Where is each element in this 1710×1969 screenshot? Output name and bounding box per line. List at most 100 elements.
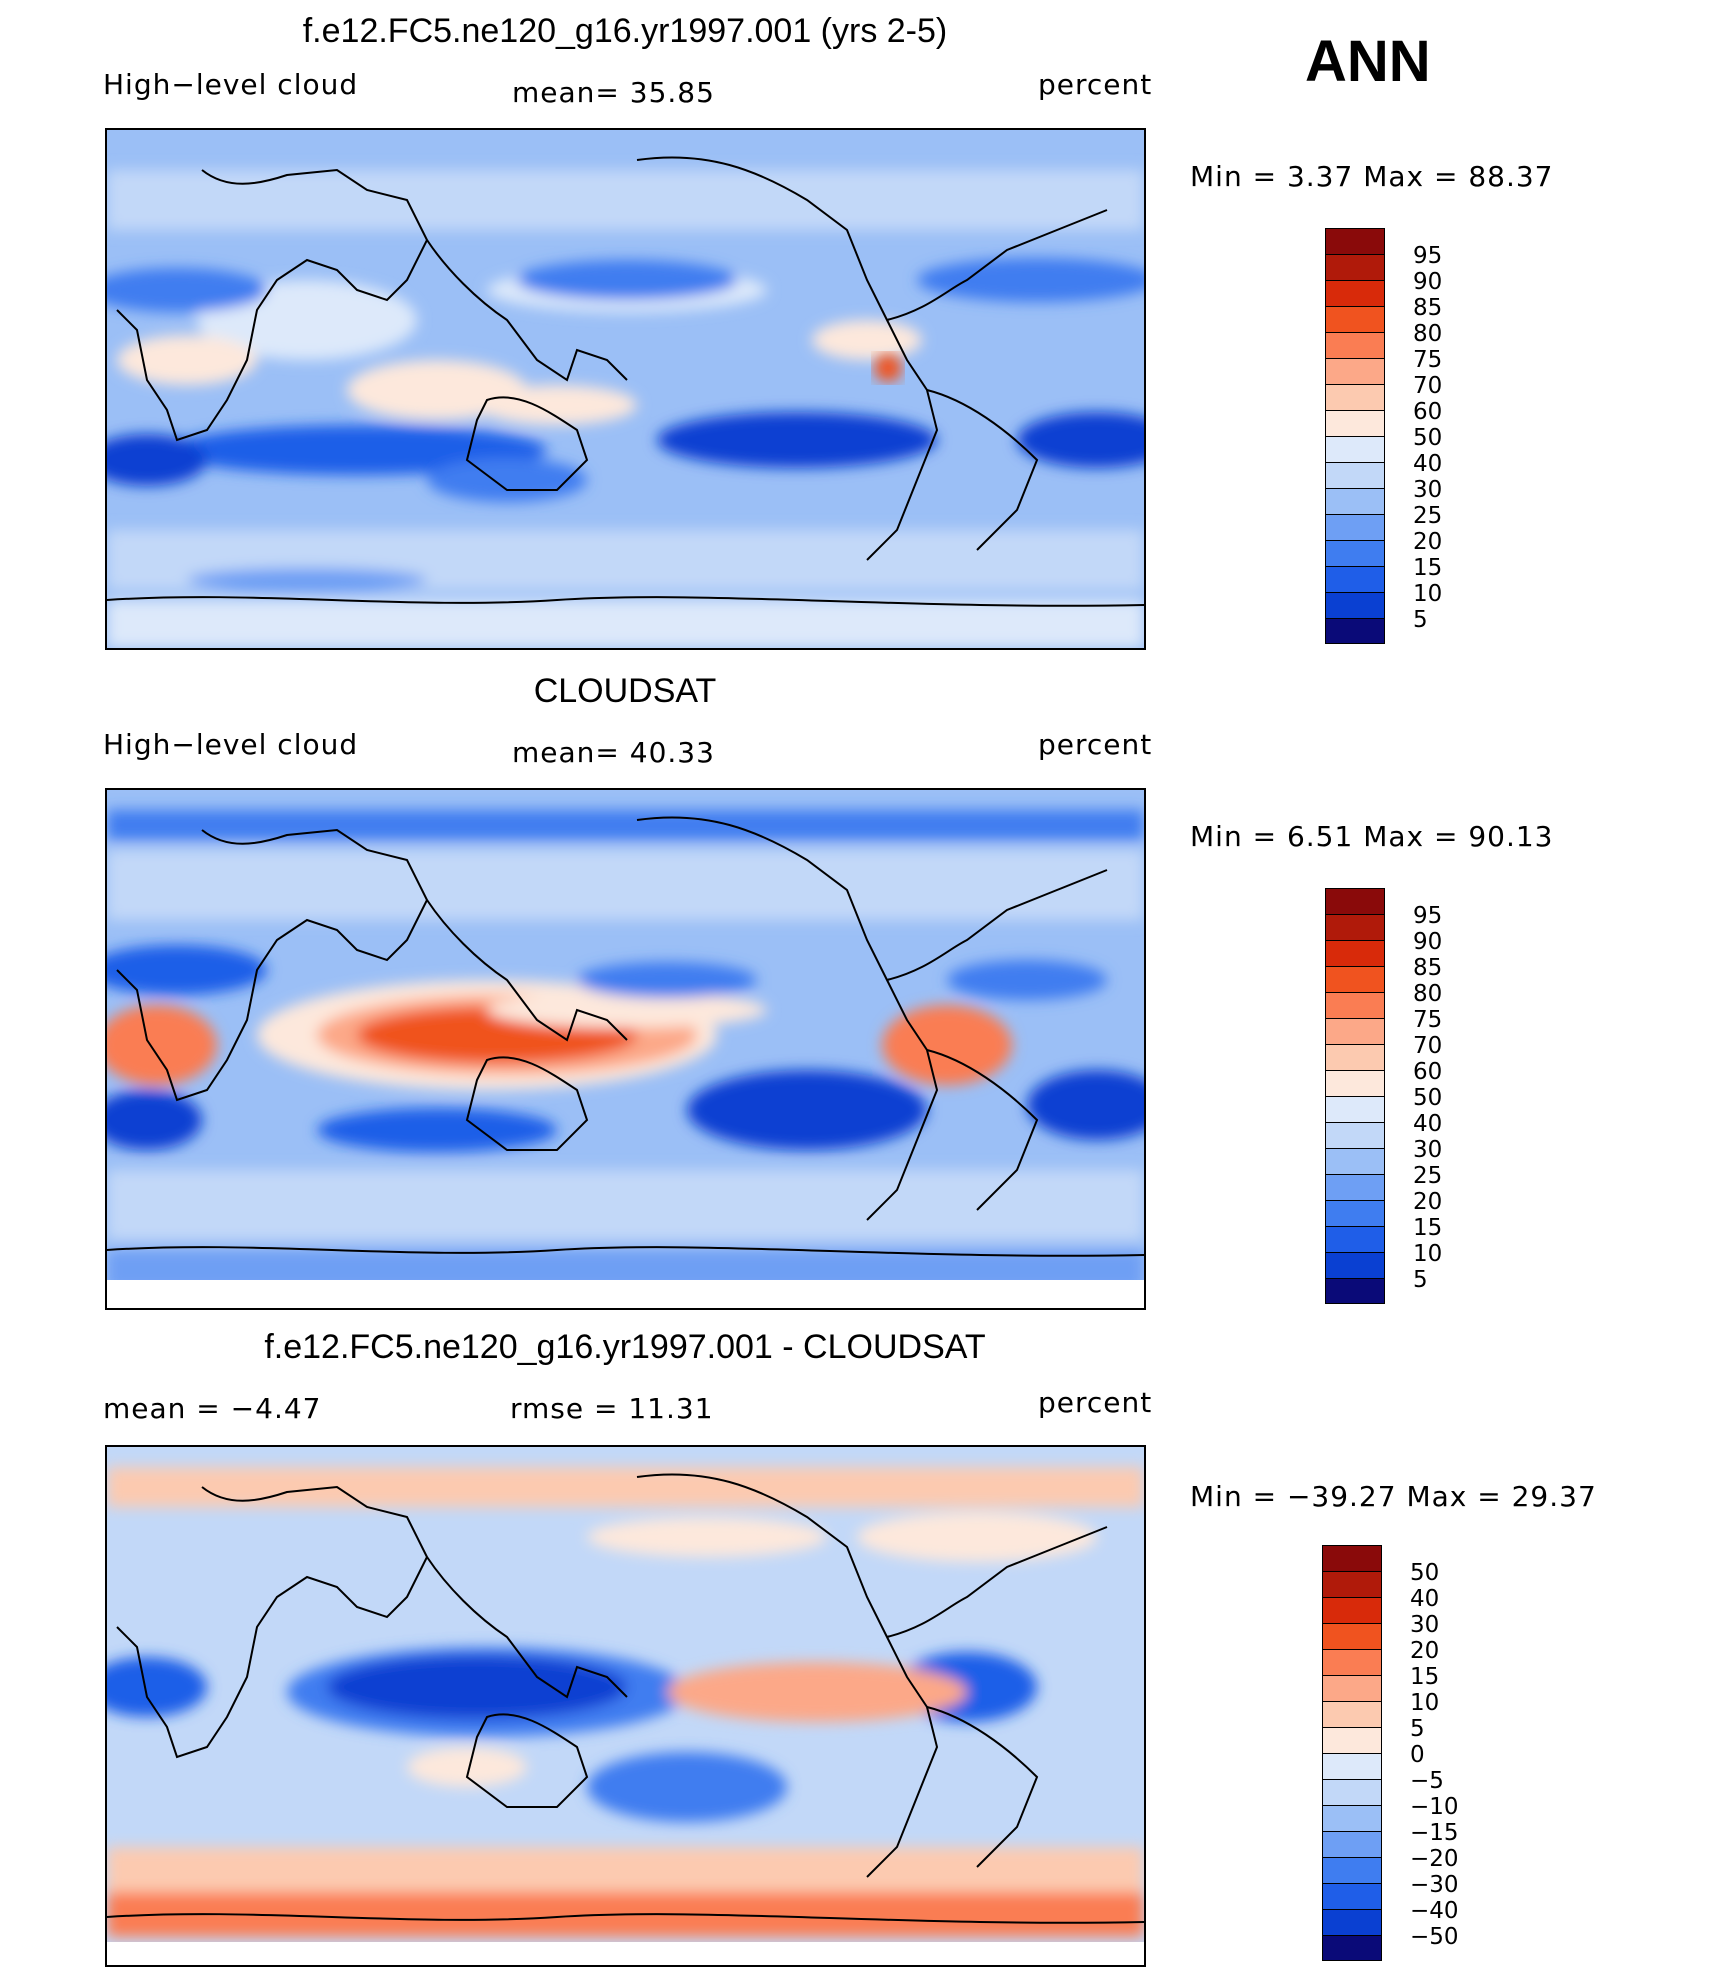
p2-cb-50 — [1325, 1070, 1385, 1096]
p2-cb-label: 5 — [1413, 1267, 1428, 1293]
panel1-units: percent — [1038, 68, 1153, 101]
p3-cb-label: 15 — [1410, 1664, 1440, 1690]
p2-cb-label: 15 — [1413, 1215, 1443, 1241]
p3-cb-label: −50 — [1410, 1924, 1459, 1950]
p1-coast-afeur — [116, 168, 429, 442]
p2-sio-blue — [317, 1108, 557, 1152]
p1-coast-ant — [107, 596, 1144, 607]
p3-cb-label: −30 — [1410, 1872, 1459, 1898]
p3-cb-label: 40 — [1410, 1586, 1440, 1612]
p1-cb-5 — [1325, 592, 1385, 618]
p3-cb-label: 5 — [1410, 1716, 1425, 1742]
p3-cb-m20 — [1322, 1857, 1382, 1883]
p2-itcz — [487, 992, 767, 1028]
p1-cb-label: 10 — [1413, 581, 1443, 607]
p1-cb-25 — [1325, 488, 1385, 514]
p2-safr-blue — [107, 1090, 202, 1150]
p3-coast-natl — [886, 1526, 1108, 1638]
p1-cb-80 — [1325, 306, 1385, 332]
p1-pac-warm — [477, 385, 637, 425]
p1-cb-label: 30 — [1413, 477, 1443, 503]
p3-coast-amer — [636, 1473, 939, 1878]
p1-aus-blue — [427, 458, 587, 502]
p1-cb-20 — [1325, 514, 1385, 540]
p3-coast-afeur — [116, 1485, 429, 1759]
p3-cb-label: −10 — [1410, 1794, 1459, 1820]
p3-cb-20 — [1322, 1623, 1382, 1649]
p3-nodata — [107, 1942, 1144, 1965]
p2-coast-natl — [886, 869, 1108, 981]
p2-cb-70 — [1325, 1018, 1385, 1044]
p1-cb-label: 40 — [1413, 451, 1443, 477]
p2-coast-asia — [426, 899, 628, 1042]
p3-coast-ant — [107, 1913, 1144, 1924]
p1-cb-60 — [1325, 384, 1385, 410]
p3-coast-sam — [926, 1706, 1039, 1868]
panel1-mean: mean= 35.85 — [512, 76, 715, 109]
panel2-map — [105, 788, 1146, 1310]
p1-cb-label: 70 — [1413, 373, 1443, 399]
p2-coastlines — [107, 816, 1144, 1257]
p3-wp-core — [327, 1655, 627, 1719]
p3-cb-30 — [1322, 1597, 1382, 1623]
panel2-mean: mean= 40.33 — [512, 736, 715, 769]
p2-sahara-blue — [107, 945, 267, 995]
p2-cb-80 — [1325, 966, 1385, 992]
p2-cb-15 — [1325, 1200, 1385, 1226]
p1-cb-70 — [1325, 358, 1385, 384]
p3-cb-m30 — [1322, 1883, 1382, 1909]
p3-natl-warm — [857, 1512, 1097, 1562]
p2-cb-25 — [1325, 1148, 1385, 1174]
p2-cb-95 — [1325, 888, 1385, 914]
p2-cb-label: 60 — [1413, 1059, 1443, 1085]
p1-cb-label: 15 — [1413, 555, 1443, 581]
p1-satl-blue — [1017, 412, 1144, 468]
p1-coast-natl — [886, 209, 1108, 321]
p3-cb-0p — [1322, 1727, 1382, 1753]
p2-natl-blue — [947, 960, 1107, 1000]
p2-arctic-blue — [107, 810, 1144, 840]
panel1-map-svg — [107, 130, 1144, 648]
p3-cb-label: 20 — [1410, 1638, 1440, 1664]
p2-cb-label: 70 — [1413, 1033, 1443, 1059]
p1-cb-0 — [1325, 618, 1385, 644]
panel1-title: f.e12.FC5.ne120_g16.yr1997.001 (yrs 2-5) — [302, 12, 948, 50]
p1-coast-asia — [426, 239, 628, 382]
p2-cb-10 — [1325, 1226, 1385, 1252]
p1-cb-label: 75 — [1413, 347, 1443, 373]
p3-cb-label: −5 — [1410, 1768, 1444, 1794]
p3-cb-label: −20 — [1410, 1846, 1459, 1872]
p3-cb-5 — [1322, 1701, 1382, 1727]
p1-hotspot — [874, 354, 902, 382]
p3-cb-m40 — [1322, 1909, 1382, 1935]
p2-coast-aus — [465, 1056, 589, 1151]
p1-cb-40 — [1325, 436, 1385, 462]
panel2-minmax: Min = 6.51 Max = 90.13 — [1190, 820, 1554, 853]
p2-cb-label: 20 — [1413, 1189, 1443, 1215]
p3-cb-label: −15 — [1410, 1820, 1459, 1846]
p3-cb-m15 — [1322, 1831, 1382, 1857]
panel1-map — [105, 128, 1146, 650]
p1-coast-sam — [926, 389, 1039, 551]
p3-cb-m5 — [1322, 1779, 1382, 1805]
panel3-map — [105, 1445, 1146, 1967]
p3-aus-warm — [407, 1747, 527, 1787]
p1-af-warm — [117, 335, 257, 385]
p1-coast-amer — [636, 156, 939, 561]
p1-coastlines — [107, 156, 1144, 607]
p1-safr-blue — [107, 434, 207, 486]
panel3-mean: mean = −4.47 — [103, 1392, 322, 1425]
p1-cb-50 — [1325, 410, 1385, 436]
p1-cb-label: 80 — [1413, 321, 1443, 347]
panel3-map-svg — [107, 1447, 1144, 1965]
p3-cb-label: 30 — [1410, 1612, 1440, 1638]
p2-coast-ant — [107, 1246, 1144, 1257]
p2-cb-label: 30 — [1413, 1137, 1443, 1163]
season-label: ANN — [1305, 29, 1431, 94]
panel2-map-svg — [107, 790, 1144, 1308]
panel3-rmse: rmse = 11.31 — [510, 1392, 714, 1425]
p3-africa-blue — [107, 1657, 207, 1717]
p3-cb-15 — [1322, 1649, 1382, 1675]
p1-band-ant — [107, 600, 1144, 648]
p2-coast-amer — [636, 816, 939, 1221]
